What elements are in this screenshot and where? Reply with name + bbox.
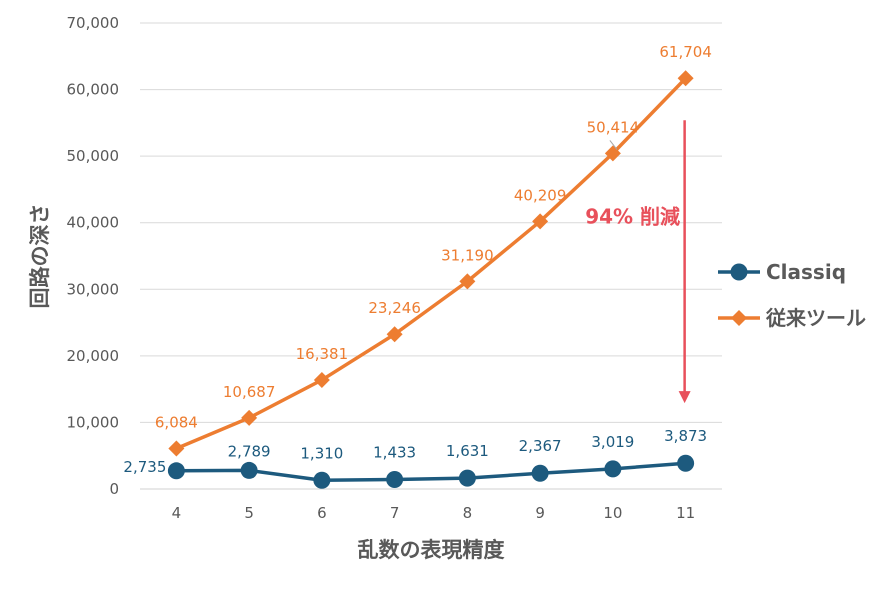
y-tick-label: 70,000 (67, 14, 120, 32)
series-line-classiq (176, 461, 686, 483)
data-label-classiq: 3,019 (591, 433, 634, 451)
data-point-conventional (532, 213, 549, 230)
x-tick-label: 10 (603, 504, 622, 522)
axes: 0 10,000 20,000 30,000 40,000 50,000 60,000 70,… (67, 14, 722, 522)
data-label-classiq: 1,310 (300, 444, 343, 462)
annotation: 94% 削減 (585, 120, 691, 404)
series-group (167, 70, 695, 489)
data-point-classiq (604, 460, 622, 478)
data-point-conventional (459, 273, 476, 290)
data-label-classiq: 2,367 (519, 437, 562, 455)
data-point-classiq (677, 454, 695, 472)
legend-label-conventional: 従来ツール (765, 306, 866, 330)
data-point-classiq (240, 461, 258, 479)
legend-marker-classiq (730, 263, 748, 281)
legend-marker-conventional (731, 310, 747, 326)
y-tick-label: 60,000 (67, 81, 120, 99)
data-label-classiq: 3,873 (664, 427, 707, 445)
data-point-classiq (531, 464, 549, 482)
series-line-conventional (175, 77, 687, 451)
data-point-classiq (313, 471, 331, 489)
y-tick-label: 30,000 (67, 280, 120, 298)
y-tick-label: 40,000 (67, 214, 120, 232)
x-tick-label: 11 (676, 504, 695, 522)
gridlines (140, 22, 722, 423)
x-tick-label: 4 (172, 504, 182, 522)
y-tick-label: 50,000 (67, 147, 120, 165)
data-label-conventional: 16,381 (296, 345, 349, 363)
data-point-conventional (241, 409, 258, 426)
data-point-classiq (167, 462, 185, 480)
data-label-classiq: 1,631 (446, 442, 489, 460)
reduction-annotation: 94% 削減 (585, 205, 680, 229)
label-leader-line (609, 140, 618, 150)
y-tick-label: 20,000 (67, 347, 120, 365)
reduction-arrow-head (678, 391, 691, 404)
data-point-classiq (386, 470, 404, 488)
data-labels: 2,735 2,789 1,310 1,433 1,631 2,367 3,019 3,873… (123, 43, 711, 476)
x-tick-label: 7 (390, 504, 400, 522)
data-label-conventional: 50,414 (587, 118, 640, 136)
data-point-classiq (458, 469, 476, 487)
x-tick-label: 6 (317, 504, 327, 522)
data-point-conventional (313, 371, 330, 388)
x-tick-label: 8 (463, 504, 473, 522)
data-label-conventional: 23,246 (368, 299, 421, 317)
data-point-conventional (677, 70, 694, 87)
data-point-conventional (386, 326, 403, 343)
data-point-conventional (168, 440, 185, 457)
x-tick-label: 5 (244, 504, 254, 522)
data-label-conventional: 61,704 (659, 43, 712, 61)
x-tick-label: 9 (535, 504, 545, 522)
data-label-conventional: 10,687 (223, 383, 276, 401)
y-tick-label: 0 (109, 480, 119, 498)
y-axis-title: 回路の深さ (28, 204, 52, 309)
data-label-classiq: 2,735 (123, 458, 166, 476)
data-label-conventional: 6,084 (155, 413, 198, 431)
x-axis-title: 乱数の表現精度 (358, 538, 505, 562)
data-label-classiq: 1,433 (373, 443, 416, 461)
legend-label-classiq: Classiq (766, 260, 846, 284)
y-tick-label: 10,000 (67, 413, 120, 431)
legend: Classiq 従来ツール (718, 260, 866, 330)
data-label-conventional: 40,209 (514, 186, 567, 204)
data-label-classiq: 2,789 (228, 442, 271, 460)
data-label-conventional: 31,190 (441, 246, 494, 264)
